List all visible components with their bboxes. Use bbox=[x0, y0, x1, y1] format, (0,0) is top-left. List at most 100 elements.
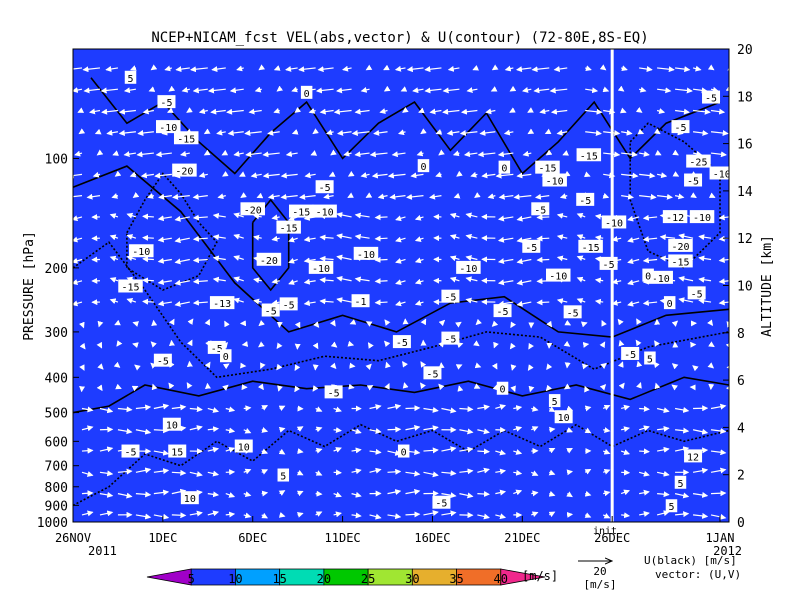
wind-vector bbox=[131, 385, 139, 392]
wind-vector bbox=[99, 470, 114, 477]
wind-vector bbox=[698, 298, 712, 304]
wind-vector bbox=[81, 490, 94, 497]
wind-vector bbox=[456, 342, 464, 349]
wind-vector bbox=[126, 234, 137, 240]
wind-vector bbox=[516, 172, 532, 179]
wind-vector bbox=[79, 364, 85, 371]
wind-vector bbox=[657, 446, 670, 453]
wind-vector bbox=[504, 65, 514, 72]
wind-vector bbox=[527, 364, 534, 371]
pressure-tick-label: 800 bbox=[45, 481, 68, 496]
wind-vector bbox=[513, 425, 523, 432]
wind-vector bbox=[333, 491, 342, 498]
wind-vector bbox=[420, 382, 426, 390]
wind-vector bbox=[99, 491, 114, 498]
wind-vector bbox=[387, 513, 402, 520]
wind-vector bbox=[477, 467, 490, 474]
contour-label: -20 bbox=[671, 242, 689, 253]
contour-label-box bbox=[535, 160, 560, 174]
wind-vector bbox=[157, 300, 172, 307]
contour-label-box bbox=[578, 239, 603, 253]
wind-vector bbox=[553, 66, 568, 72]
altitude-tick-label: 8 bbox=[737, 327, 745, 342]
wind-vector bbox=[513, 449, 523, 455]
wind-vector bbox=[510, 321, 517, 329]
wind-vector bbox=[400, 86, 408, 92]
contour-label: -5 bbox=[705, 94, 717, 105]
wind-vector bbox=[271, 299, 280, 306]
wind-vector bbox=[621, 151, 638, 158]
wind-vector bbox=[109, 298, 119, 305]
wind-vector bbox=[261, 448, 269, 455]
wind-vector bbox=[294, 364, 301, 371]
contour-label-box bbox=[686, 154, 711, 168]
wind-vector bbox=[135, 467, 152, 474]
wind-vector bbox=[280, 193, 298, 200]
wind-vector bbox=[204, 318, 211, 326]
wind-vector bbox=[449, 255, 460, 262]
wind-vector bbox=[319, 277, 334, 284]
wind-vector bbox=[642, 299, 658, 306]
wind-vector bbox=[155, 151, 172, 158]
wind-vector bbox=[73, 215, 83, 222]
wind-vector bbox=[497, 300, 514, 307]
wind-vector bbox=[402, 382, 409, 389]
wind-vector bbox=[109, 234, 119, 241]
wind-vector bbox=[354, 276, 370, 283]
wind-vector bbox=[333, 427, 342, 434]
vector-key: 20 [m/s] bbox=[578, 561, 617, 591]
wind-vector bbox=[531, 426, 539, 432]
wind-vector bbox=[271, 278, 280, 285]
wind-vector bbox=[710, 403, 727, 410]
contour-label: -5 bbox=[444, 335, 456, 346]
wind-vector bbox=[374, 278, 388, 285]
wind-vector bbox=[288, 236, 298, 243]
contour-label-box bbox=[663, 296, 676, 310]
wind-vector bbox=[383, 85, 391, 92]
wind-vector bbox=[718, 257, 729, 263]
wind-vector bbox=[627, 300, 640, 307]
colorbar-swatch bbox=[146, 568, 192, 586]
wind-vector bbox=[708, 341, 715, 348]
contour-label: -15 bbox=[582, 243, 600, 254]
wind-vector bbox=[369, 151, 388, 158]
wind-vector bbox=[546, 320, 553, 328]
contour-label-box bbox=[220, 349, 232, 363]
wind-vector bbox=[360, 172, 370, 178]
wind-vector bbox=[576, 212, 586, 219]
wind-vector bbox=[495, 489, 507, 496]
wind-vector bbox=[296, 490, 304, 497]
time-tick-label: 26DEC bbox=[594, 531, 630, 545]
colorbar-tick-label: 20 bbox=[317, 572, 331, 586]
contour-label: -5 bbox=[603, 260, 615, 271]
wind-vector bbox=[315, 470, 323, 476]
wind-vector bbox=[365, 321, 373, 327]
contour-label-box bbox=[324, 385, 343, 399]
wind-vector bbox=[474, 362, 482, 369]
wind-vector bbox=[656, 407, 670, 414]
wind-vector bbox=[147, 193, 155, 199]
altitude-tick-label: 12 bbox=[737, 232, 753, 247]
wind-vector bbox=[698, 276, 712, 283]
wind-vector bbox=[117, 406, 133, 413]
wind-vector bbox=[566, 447, 573, 454]
wind-vector bbox=[509, 342, 516, 350]
wind-vector bbox=[132, 342, 139, 349]
wind-vector bbox=[539, 108, 550, 115]
wind-vector bbox=[657, 66, 675, 73]
wind-vector bbox=[656, 470, 670, 477]
contour-label-box bbox=[256, 252, 282, 266]
wind-vector bbox=[550, 108, 568, 115]
wind-vector bbox=[187, 339, 193, 347]
contour-label: 0 bbox=[645, 272, 651, 283]
contour-label: 10 bbox=[238, 443, 250, 454]
altitude-tick-label: 16 bbox=[737, 138, 753, 153]
contour-label: -10 bbox=[132, 247, 150, 258]
contour-label: -5 bbox=[124, 448, 136, 459]
contour-label-box bbox=[665, 499, 678, 513]
wind-vector bbox=[142, 298, 154, 305]
wind-vector bbox=[566, 427, 573, 433]
wind-vector bbox=[190, 66, 208, 73]
wind-vector bbox=[273, 107, 280, 114]
pressure-tick-label: 400 bbox=[45, 371, 68, 386]
